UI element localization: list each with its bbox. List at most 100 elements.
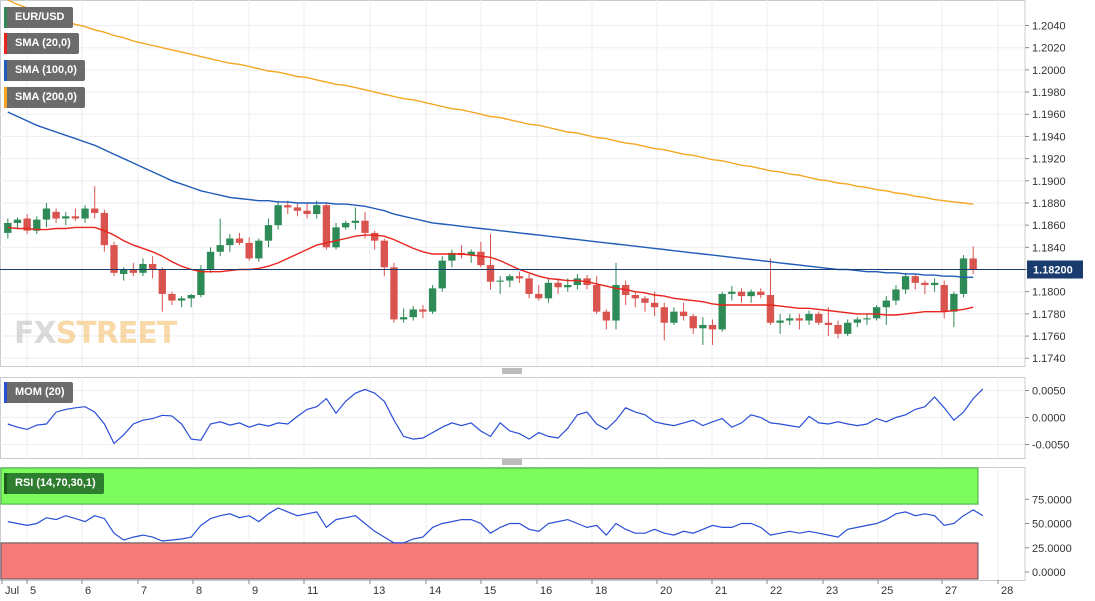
candle-body — [892, 289, 900, 301]
candle-body — [448, 252, 456, 261]
time-tick-label: 23 — [826, 585, 838, 597]
candle-body — [148, 263, 157, 270]
time-tick-label: 15 — [484, 585, 496, 597]
candle-body — [641, 298, 649, 303]
candle-body — [660, 307, 668, 323]
legend-sma100[interactable]: SMA (100,0) — [4, 60, 85, 81]
legend-eurusd[interactable]: EUR/USD — [4, 7, 73, 28]
price-tick-label: 1.2020 — [1032, 43, 1066, 55]
time-tick-label: 14 — [429, 585, 441, 597]
rsi-tick-label: 25.0000 — [1032, 543, 1072, 555]
legend-label: SMA (100,0) — [15, 64, 77, 76]
candle-body — [110, 245, 118, 273]
candle-body — [757, 291, 765, 296]
candle-body — [834, 324, 842, 334]
candle-body — [959, 258, 968, 294]
price-tick-label: 1.1980 — [1032, 87, 1066, 99]
time-tick-label: 18 — [595, 585, 607, 597]
time-tick-label: 5 — [30, 585, 36, 597]
candle-body — [747, 291, 755, 297]
candle-body — [13, 219, 22, 223]
price-tick-label: 1.1960 — [1032, 109, 1066, 121]
legend-label: RSI (14,70,30,1) — [15, 477, 96, 489]
candle-body — [496, 280, 504, 282]
legend-rsi[interactable]: RSI (14,70,30,1) — [4, 473, 104, 494]
candle-body — [950, 293, 958, 312]
time-tick-label: 7 — [141, 585, 147, 597]
mom-tick-label: -0.0050 — [1032, 440, 1069, 452]
candle-body — [91, 208, 99, 213]
price-tick-label: 1.1740 — [1032, 353, 1066, 365]
legend-sma200[interactable]: SMA (200,0) — [4, 87, 85, 108]
candle-body — [486, 265, 495, 282]
candle-body — [23, 218, 31, 231]
candle-body — [515, 276, 524, 279]
candle-body — [313, 205, 321, 215]
candle-body — [564, 285, 572, 288]
candle-body — [52, 211, 60, 219]
candle-body — [737, 291, 746, 297]
candle-body — [409, 309, 417, 318]
price-tick-label: 1.1900 — [1032, 176, 1066, 188]
candle-body — [71, 216, 80, 219]
candle-body — [544, 282, 553, 299]
legend-label: EUR/USD — [15, 11, 65, 23]
candle-body — [380, 240, 388, 268]
candle-body — [795, 318, 804, 321]
sma-line — [7, 111, 974, 278]
time-tick-label: 16 — [540, 585, 552, 597]
candle-body — [921, 282, 929, 286]
candle-body — [187, 295, 195, 299]
candle-body — [158, 269, 166, 294]
candle-body — [650, 302, 659, 308]
fxstreet-logo: FXSTREET — [14, 316, 177, 351]
candle-body — [467, 251, 475, 256]
candle-body — [139, 263, 147, 273]
legend-swatch — [4, 473, 7, 494]
time-tick-label: 27 — [945, 585, 957, 597]
candle-body — [940, 285, 948, 312]
candle-body — [853, 319, 861, 323]
candle-body — [438, 260, 446, 289]
candle-body — [245, 242, 253, 259]
time-tick-label: 8 — [196, 585, 202, 597]
time-tick-label: 11 — [307, 585, 318, 597]
candle-body — [670, 311, 678, 323]
time-tick-label: Jul — [5, 585, 19, 597]
legend-mom[interactable]: MOM (20) — [4, 382, 73, 403]
candle-body — [689, 316, 697, 329]
candle-body — [969, 258, 977, 270]
current-price-line: 1.18200 — [0, 260, 1083, 279]
legend-label: SMA (200,0) — [15, 91, 77, 103]
price-tick-label: 1.1920 — [1032, 154, 1066, 166]
candle-body — [419, 309, 427, 312]
rsi-oversold-zone — [0, 542, 979, 580]
candle-body — [573, 278, 582, 286]
candles — [4, 186, 977, 345]
candle-body — [901, 276, 910, 290]
panel-splitters[interactable] — [502, 368, 522, 465]
legend-swatch — [4, 382, 7, 403]
candle-body — [293, 207, 302, 211]
candle-body — [168, 293, 176, 301]
candle-body — [100, 212, 109, 246]
time-tick-label: 9 — [252, 585, 258, 597]
momentum-panel: -0.0050 0.0000 0.0050 — [0, 386, 1069, 452]
candle-body — [863, 318, 871, 320]
candle-body — [679, 311, 688, 317]
rsi-line — [7, 507, 984, 544]
time-tick-label: 21 — [715, 585, 727, 597]
candle-body — [506, 276, 514, 281]
moving-averages — [7, 0, 974, 316]
candle-body — [197, 269, 205, 296]
candle-body — [284, 205, 292, 208]
panel-frame — [0, 0, 1026, 367]
candle-body — [708, 324, 717, 330]
rsi-overbought-zone — [0, 467, 979, 505]
candle-body — [322, 205, 331, 248]
rsi-tick-label: 50.0000 — [1032, 519, 1072, 531]
legend-label: MOM (20) — [15, 386, 65, 398]
time-tick-label: 20 — [660, 585, 672, 597]
legend-sma20[interactable]: SMA (20,0) — [4, 33, 79, 54]
